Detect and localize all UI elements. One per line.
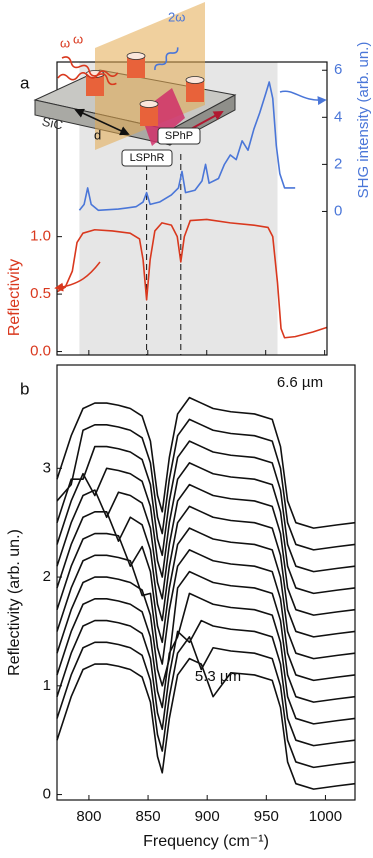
data-line bbox=[56, 549, 356, 682]
y-tick-label: 2 bbox=[43, 568, 51, 585]
data-line bbox=[56, 527, 356, 660]
y2-tick-label: 2 bbox=[334, 155, 342, 172]
shg-beam bbox=[154, 47, 179, 71]
panel-label: a bbox=[20, 73, 30, 92]
panel-label: b bbox=[20, 379, 29, 398]
data-line bbox=[56, 619, 356, 747]
inset-diagram: ω ω 2ω SiC d LSPhR SPhP bbox=[33, 2, 237, 167]
y-tick-label: 0 bbox=[43, 786, 51, 803]
sphp-label: SPhP bbox=[165, 130, 193, 142]
data-line bbox=[56, 636, 356, 769]
label-box bbox=[157, 127, 201, 145]
x-tick-label: 850 bbox=[136, 808, 161, 825]
data-line bbox=[56, 218, 328, 339]
distance-label: d bbox=[94, 127, 101, 142]
pillar bbox=[140, 104, 158, 126]
y2-tick-label: 4 bbox=[334, 108, 342, 125]
sphp-plane bbox=[140, 88, 185, 146]
data-line bbox=[56, 592, 356, 725]
pillar bbox=[86, 74, 104, 96]
y2-tick-label: 6 bbox=[334, 61, 342, 78]
pillars bbox=[85, 52, 205, 126]
plot-frame bbox=[56, 364, 356, 801]
y-axis-label: Reflectivity (arb. un.) bbox=[6, 529, 23, 676]
distance-arrow bbox=[74, 108, 130, 136]
omega-label: ω bbox=[73, 31, 83, 46]
pillar-top bbox=[185, 76, 205, 84]
data-line bbox=[56, 462, 356, 595]
data-line bbox=[56, 440, 356, 573]
data-line bbox=[56, 505, 356, 638]
x-axis-label: Frequency (cm⁻¹) bbox=[143, 833, 269, 850]
pillar-top bbox=[139, 100, 159, 108]
pillar-top bbox=[126, 52, 146, 60]
two-omega-label: 2ω bbox=[168, 9, 185, 24]
pillar bbox=[186, 80, 204, 102]
data-line bbox=[78, 81, 296, 212]
data-line bbox=[56, 418, 356, 551]
axis-arrow bbox=[54, 261, 101, 292]
x-tick-label: 800 bbox=[76, 808, 101, 825]
y-tick-label: 1.0 bbox=[30, 228, 51, 245]
y-axis-label: Reflectivity bbox=[6, 259, 23, 336]
y-tick-label: 0.0 bbox=[30, 343, 51, 360]
material-label: SiC bbox=[41, 114, 65, 133]
incident-beam bbox=[61, 56, 117, 86]
data-line bbox=[56, 483, 356, 616]
incident-beam bbox=[57, 70, 119, 81]
annotation: 6.6 µm bbox=[277, 374, 323, 391]
data-line bbox=[56, 396, 356, 529]
data-line bbox=[56, 657, 356, 790]
label-box bbox=[121, 149, 173, 167]
lsphr-label: LSPhR bbox=[130, 152, 165, 164]
x-tick-label: 1000 bbox=[309, 808, 342, 825]
x-tick-label: 950 bbox=[254, 808, 279, 825]
y-tick-label: 0.5 bbox=[30, 285, 51, 302]
y2-tick-label: 0 bbox=[334, 202, 342, 219]
y2-axis-label: SHG intensity (arb. un.) bbox=[355, 42, 372, 199]
omega-label: ω bbox=[60, 35, 70, 50]
x-tick-label: 900 bbox=[195, 808, 220, 825]
y-tick-label: 3 bbox=[43, 459, 51, 476]
y-tick-label: 1 bbox=[43, 677, 51, 694]
data-line bbox=[56, 570, 356, 703]
plots: 0.0 0.5 1.0 0 2 4 6 a Reflectivity SHG intensity … bbox=[6, 42, 372, 851]
pillar bbox=[127, 56, 145, 78]
annotation: 5.3 µm bbox=[195, 668, 241, 685]
axis-arrow bbox=[279, 90, 327, 106]
